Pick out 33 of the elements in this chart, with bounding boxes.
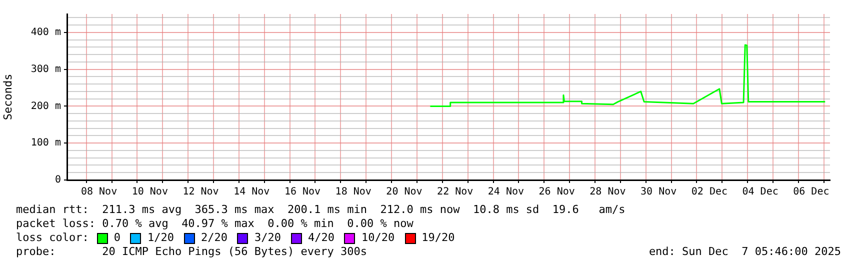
y-tick-label: 400 m bbox=[30, 27, 61, 38]
x-tick-label: 22 Nov bbox=[437, 186, 474, 198]
x-tick-label: 04 Dec bbox=[742, 186, 778, 198]
legend-label: 3/20 bbox=[254, 231, 281, 245]
y-tick-label: 200 m bbox=[30, 100, 61, 112]
x-tick-label: 06 Dec bbox=[793, 186, 830, 198]
y-tick-label: 100 m bbox=[30, 138, 61, 149]
x-tick-label: 14 Nov bbox=[234, 186, 270, 198]
x-tick-label: 10 Nov bbox=[132, 186, 168, 198]
text: probe: 20 ICMP Echo Pings (56 Bytes) every 300s bbox=[16, 245, 367, 259]
text: median rtt: 211.3 ms avg 365.3 ms max 200.1 ms min 212.0 ms now 10.8 ms sd 19.6 am/s bbox=[16, 203, 626, 217]
legend-label: 19/20 bbox=[422, 231, 455, 245]
x-tick-label: 28 Nov bbox=[590, 186, 626, 198]
x-tick-label: 16 Nov bbox=[284, 186, 321, 198]
x-tick-label: 30 Nov bbox=[640, 186, 677, 198]
text: packet loss: 0.70 % avg 40.97 % max 0.00 % min 0.00 % now bbox=[16, 217, 414, 231]
legend-label: 1/20 bbox=[147, 231, 174, 245]
y-tick-label: 0 bbox=[54, 174, 61, 186]
x-tick-label: 08 Nov bbox=[80, 186, 118, 198]
x-tick-label: 18 Nov bbox=[335, 186, 372, 198]
legend-title: loss color: bbox=[16, 231, 89, 245]
y-axis-title: Seconds bbox=[1, 74, 14, 120]
x-tick-label: 24 Nov bbox=[488, 186, 524, 198]
legend-label: 10/20 bbox=[361, 231, 395, 245]
legend-label: 2/20 bbox=[200, 231, 228, 245]
text: end: Sun Dec 7 05:46:00 2025 bbox=[648, 245, 841, 259]
x-tick-label: 02 Dec bbox=[691, 186, 728, 198]
legend-label: 0 bbox=[114, 231, 120, 245]
legend-label: 4/20 bbox=[308, 231, 334, 245]
x-tick-label: 26 Nov bbox=[538, 186, 575, 198]
y-tick-label: 300 m bbox=[30, 64, 61, 75]
x-tick-label: 12 Nov bbox=[182, 186, 219, 198]
x-tick-label: 20 Nov bbox=[386, 186, 422, 198]
